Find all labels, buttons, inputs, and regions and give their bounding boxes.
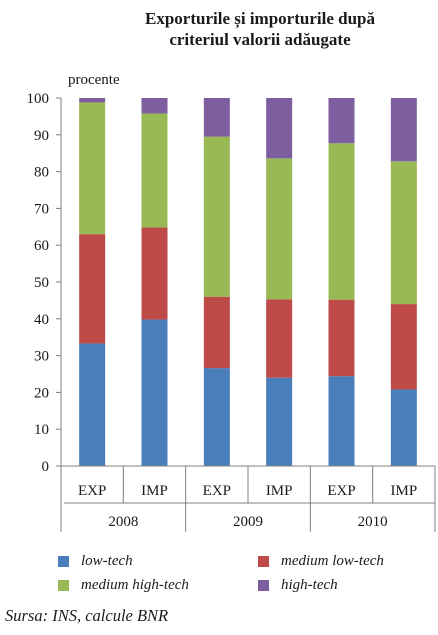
y-tick-label: 40: [34, 312, 49, 328]
legend-label-medium-high-tech: medium high-tech: [81, 577, 189, 593]
y-tick-label: 20: [34, 385, 49, 401]
bar-segment-low-tech: [266, 377, 293, 466]
bar-segment-high-tech: [266, 98, 293, 159]
x-category-label: EXP: [203, 483, 231, 499]
y-tick-label: 10: [34, 422, 49, 438]
y-tick-label: 60: [34, 238, 49, 254]
bar-segment-high-tech: [141, 98, 168, 114]
x-category-label: EXP: [78, 483, 106, 499]
bar-segment-high-tech: [79, 98, 106, 103]
bar-segment-medium-high-tech: [141, 113, 168, 228]
bar-segment-low-tech: [390, 389, 417, 466]
bar-segment-low-tech: [79, 343, 106, 466]
bar-segment-medium-low-tech: [390, 304, 417, 390]
y-tick-label: 90: [34, 128, 49, 144]
y-tick-label: 30: [34, 349, 49, 365]
bar-segment-low-tech: [141, 319, 168, 466]
bar-segment-high-tech: [328, 98, 355, 144]
legend-item-medium-low-tech: medium low-tech: [258, 553, 384, 570]
y-tick-label: 0: [42, 459, 50, 475]
y-tick-label: 70: [34, 201, 49, 217]
source-note: Sursa: INS, calcule BNR: [5, 606, 169, 625]
y-axis-unit-label: procente: [68, 72, 120, 88]
bar-segment-medium-low-tech: [328, 299, 355, 377]
bar-segment-medium-low-tech: [79, 234, 106, 344]
bar-segment-medium-low-tech: [203, 296, 230, 369]
x-group-label: 2009: [233, 514, 263, 530]
bar-segment-medium-high-tech: [79, 102, 106, 235]
bar-segment-high-tech: [203, 98, 230, 137]
legend-swatch-high-tech: [258, 580, 269, 591]
x-category-label: IMP: [141, 483, 168, 499]
bars: [79, 98, 417, 466]
chart-title-line-2: criteriul valorii adăugate: [169, 30, 351, 49]
y-tick-label: 50: [34, 275, 49, 291]
chart-title-line-1: Exporturile și importurile după: [145, 9, 375, 28]
bar-segment-low-tech: [203, 368, 230, 466]
x-category-label: EXP: [327, 483, 355, 499]
legend-item-high-tech: high-tech: [258, 577, 338, 594]
y-tick-label: 80: [34, 165, 49, 181]
bar-segment-medium-high-tech: [266, 158, 293, 300]
legend: low-tech medium low-tech medium high-tec…: [0, 548, 438, 598]
legend-swatch-medium-low-tech: [258, 556, 269, 567]
bar-segment-medium-high-tech: [390, 161, 417, 305]
bar-segment-medium-high-tech: [328, 143, 355, 300]
legend-label-high-tech: high-tech: [281, 577, 338, 593]
y-tick-label: 100: [27, 91, 50, 107]
x-category-label: IMP: [266, 483, 293, 499]
legend-label-medium-low-tech: medium low-tech: [281, 553, 384, 569]
bar-segment-high-tech: [390, 98, 417, 162]
bar-segment-medium-low-tech: [266, 299, 293, 378]
legend-swatch-low-tech: [58, 556, 69, 567]
x-group-label: 2008: [108, 514, 138, 530]
y-axis: 0 10 20 30 40 50 60 70 80 90 100: [27, 91, 62, 475]
bar-segment-low-tech: [328, 376, 355, 466]
stacked-bar-chart: 0 10 20 30 40 50 60 70 80 90 100 EXP IMP EXP IMP EXP IM…: [27, 72, 436, 532]
x-group-label: 2010: [358, 514, 388, 530]
bar-segment-medium-low-tech: [141, 227, 168, 320]
chart-title: Exporturile și importurile după criteriu…: [95, 8, 425, 50]
legend-item-low-tech: low-tech: [58, 553, 133, 570]
x-category-label: IMP: [390, 483, 417, 499]
legend-swatch-medium-high-tech: [58, 580, 69, 591]
bar-segment-medium-high-tech: [203, 136, 230, 297]
legend-item-medium-high-tech: medium high-tech: [58, 577, 189, 594]
legend-label-low-tech: low-tech: [81, 553, 133, 569]
